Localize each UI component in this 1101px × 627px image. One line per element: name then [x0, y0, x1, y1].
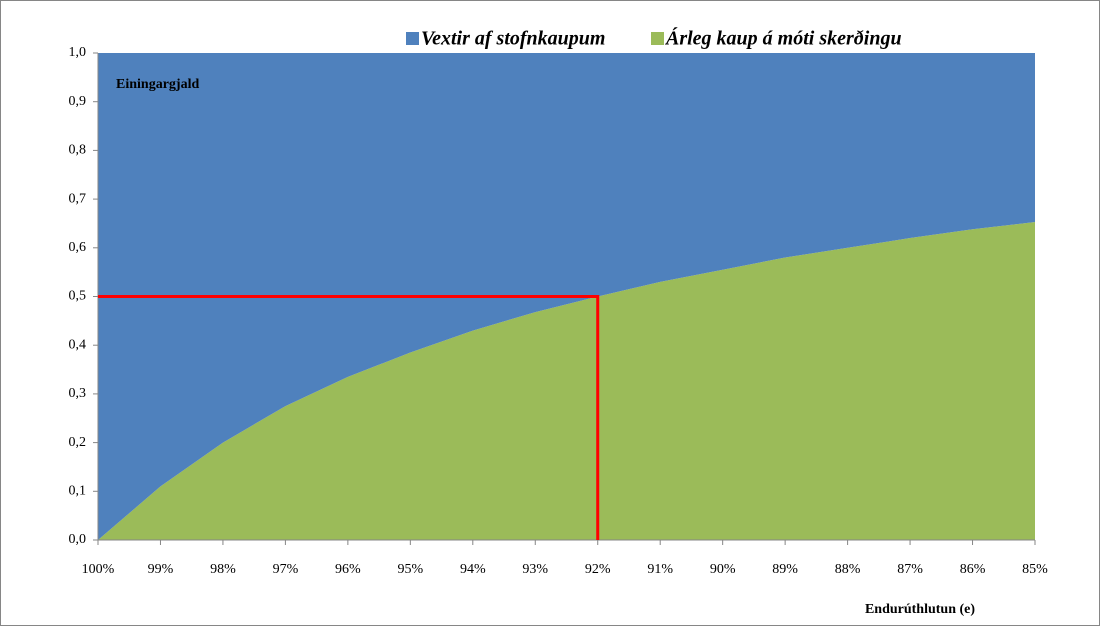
- y-tick-label: 0,7: [69, 191, 87, 206]
- x-tick-label: 91%: [647, 562, 673, 577]
- x-tick-label: 93%: [522, 562, 548, 577]
- x-tick-label: 89%: [772, 562, 798, 577]
- x-tick-label: 85%: [1022, 562, 1048, 577]
- x-tick-label: 90%: [710, 562, 736, 577]
- y-tick-label: 0,8: [69, 143, 87, 158]
- x-tick-label: 98%: [210, 562, 236, 577]
- x-tick-label: 86%: [960, 562, 986, 577]
- y-tick-label: 0,9: [69, 94, 87, 109]
- x-tick-label: 94%: [460, 562, 486, 577]
- x-tick-label: 97%: [273, 562, 299, 577]
- y-axis-title: Einingargjald: [116, 77, 199, 92]
- y-tick-label: 0,0: [69, 532, 87, 547]
- y-tick-label: 0,3: [69, 386, 87, 401]
- x-tick-label: 95%: [397, 562, 423, 577]
- legend-swatch: [651, 32, 664, 45]
- area: [98, 221, 1035, 540]
- x-tick-label: 96%: [335, 562, 361, 577]
- x-axis-title: Endurúthlutun (e): [865, 602, 975, 617]
- reference-line: [98, 295, 600, 540]
- y-tick-label: 0,2: [69, 435, 87, 450]
- y-tick-label: 1,0: [69, 45, 87, 60]
- legend-label: Vextir af stofnkaupum: [421, 28, 605, 50]
- legend-swatch: [406, 32, 419, 45]
- x-tick-label: 99%: [148, 562, 174, 577]
- y-tick-label: 0,4: [69, 337, 87, 352]
- x-tick-label: 88%: [835, 562, 861, 577]
- x-tick-label: 87%: [897, 562, 923, 577]
- y-tick-label: 0,1: [69, 484, 87, 499]
- y-tick-label: 0,6: [69, 240, 87, 255]
- x-tick-label: 100%: [82, 562, 115, 577]
- x-tick-label: 92%: [585, 562, 611, 577]
- legend-label: Árleg kaup á móti skerðingu: [664, 27, 902, 50]
- y-tick-label: 0,5: [69, 289, 87, 304]
